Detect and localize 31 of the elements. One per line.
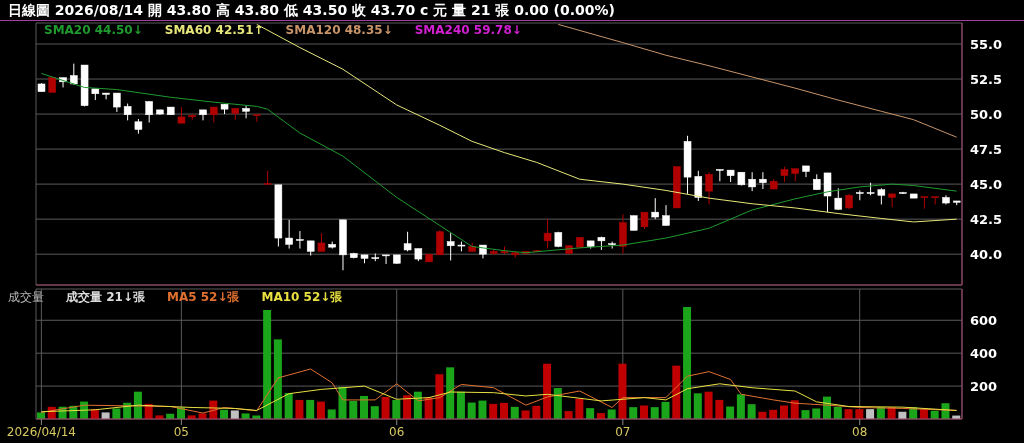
- text: MA5: [166, 290, 197, 304]
- annotation: 52↓張: [200, 290, 240, 304]
- y-tick-label: 600: [970, 312, 998, 328]
- y-tick-label: 400: [970, 345, 998, 361]
- y-tick-label: 40.0: [970, 246, 1003, 262]
- text: SMA120: [285, 23, 341, 37]
- x-tick-label: 2026/04/14: [6, 424, 76, 439]
- annotation: 21↓張: [106, 290, 145, 304]
- y-tick-label: 50.0: [970, 106, 1003, 122]
- chart-title: 成交量: [8, 289, 44, 306]
- text: SMA20: [44, 23, 91, 37]
- x-tick-label: 07: [615, 424, 631, 439]
- annotation: 59.78↓: [473, 23, 522, 37]
- x-tick-label: 06: [389, 424, 405, 439]
- y-tick-label: 200: [970, 378, 998, 394]
- y-tick-label: 45.0: [970, 176, 1003, 192]
- y-tick-label: 55.0: [970, 36, 1003, 52]
- text: 成交量: [66, 290, 102, 304]
- annotation: 42.51↑: [215, 23, 264, 37]
- x-tick-label: 08: [852, 424, 868, 439]
- annotation: 44.50↓: [94, 23, 143, 37]
- annotation: 52↓張: [303, 290, 343, 304]
- text: MA10: [261, 290, 300, 304]
- text: SMA60: [164, 23, 212, 37]
- annotation: 48.35↓: [344, 23, 393, 37]
- y-tick-label: 52.5: [970, 71, 1003, 87]
- y-tick-label: 47.5: [970, 141, 1003, 157]
- x-tick-label: 05: [173, 424, 189, 439]
- legend-label: SMA240: [414, 23, 470, 37]
- chart-title: 日線圖 2026/08/14 開 43.80 高 43.80 低 43.50 收 43.70 c 元 量 21 張 0.00 (0.00%): [8, 2, 615, 18]
- y-tick-label: 42.5: [970, 211, 1003, 227]
